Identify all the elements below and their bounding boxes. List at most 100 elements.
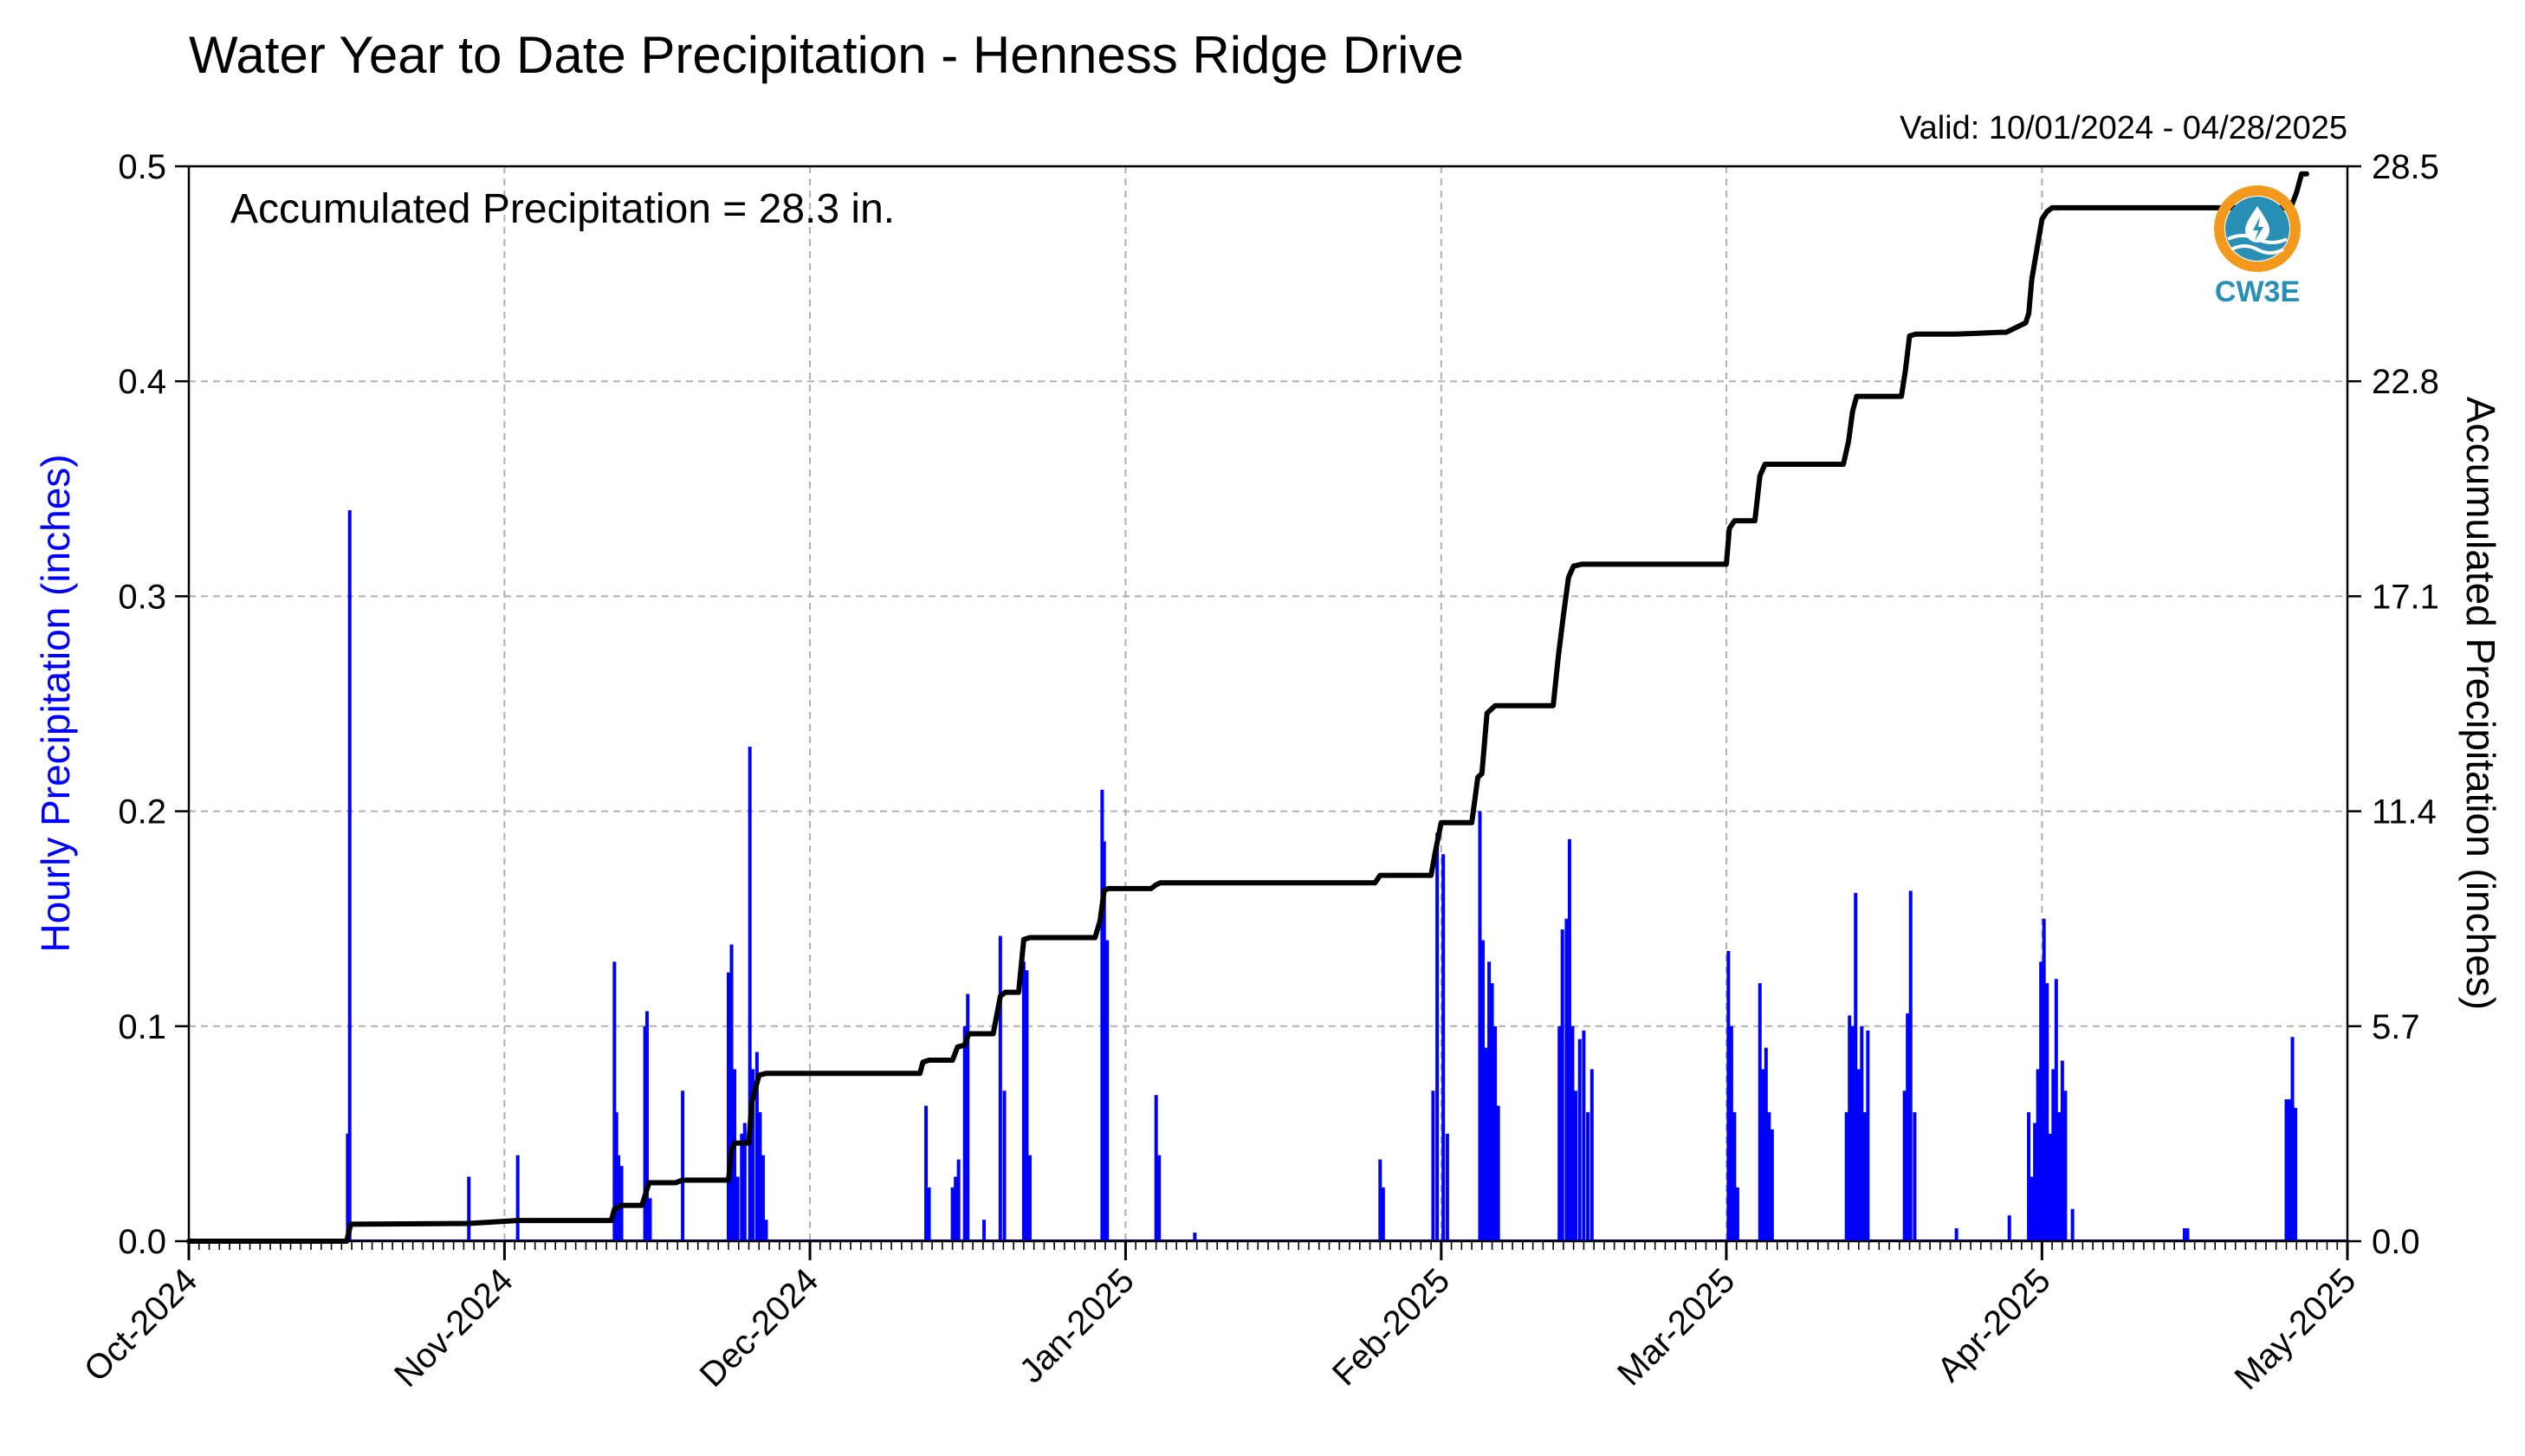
hourly-bar <box>346 1133 350 1241</box>
hourly-bar <box>1157 1155 1162 1241</box>
left-y-tick-label: 0.5 <box>118 148 166 186</box>
hourly-bar <box>1490 983 1494 1241</box>
cw3e-logo: CW3E <box>2214 185 2301 308</box>
hourly-bar <box>927 1187 931 1241</box>
hourly-bar <box>612 961 617 1241</box>
hourly-bar <box>2045 983 2049 1241</box>
hourly-bar <box>2287 1099 2291 1241</box>
hourly-bar <box>644 1011 649 1241</box>
hourly-bar <box>733 1069 737 1241</box>
hourly-bar <box>727 972 730 1241</box>
logo-ring <box>2214 185 2301 272</box>
hourly-bar <box>1441 854 1446 1241</box>
hourly-bar <box>2027 1112 2031 1241</box>
hourly-bar <box>1496 1105 1500 1241</box>
hourly-bar <box>751 1069 755 1241</box>
accumulated-precipitation-line <box>186 171 2309 1244</box>
hourly-bar <box>2182 1228 2186 1241</box>
hourly-bar <box>1577 1039 1582 1241</box>
left-y-axis-label: Hourly Precipitation (inches) <box>33 454 78 952</box>
hourly-bar <box>1866 1030 1870 1241</box>
hourly-bar <box>1484 1047 1488 1241</box>
hourly-bar <box>2070 1208 2075 1241</box>
hourly-bar <box>1154 1095 1158 1241</box>
hourly-bar <box>1770 1129 1774 1241</box>
hourly-bar <box>742 1123 747 1241</box>
hourly-bar <box>681 1090 685 1241</box>
hourly-bar <box>758 1112 762 1241</box>
hourly-bar <box>2057 1112 2062 1241</box>
hourly-bar <box>2048 1133 2052 1241</box>
hourly-bar <box>1582 1030 1586 1241</box>
hourly-bar <box>1726 950 1731 1241</box>
hourly-bar <box>1481 940 1486 1241</box>
hourly-bar <box>982 1220 987 1241</box>
hourly-bar <box>643 1026 647 1241</box>
hourly-bar <box>2063 1090 2068 1241</box>
hourly-bar <box>1860 1026 1864 1241</box>
hourly-bar <box>1570 1026 1575 1241</box>
hourly-bar <box>1586 1112 1590 1241</box>
logo-text: CW3E <box>2215 275 2300 308</box>
hourly-bar <box>2033 1123 2037 1241</box>
chart-title: Water Year to Date Precipitation - Henne… <box>189 26 1464 84</box>
hourly-bar <box>1850 1026 1855 1241</box>
hourly-bar <box>2060 1060 2064 1241</box>
hourly-bar <box>1435 832 1440 1241</box>
right-y-tick-label: 11.4 <box>2372 793 2437 832</box>
hourly-bar <box>467 1176 471 1241</box>
hourly-bar <box>962 1026 967 1241</box>
left-y-tick-label: 0.0 <box>118 1223 166 1261</box>
hourly-bar <box>1735 1187 1739 1241</box>
hourly-bar <box>1906 1013 1910 1241</box>
hourly-bar <box>1431 1090 1435 1241</box>
hourly-bar <box>924 1105 929 1241</box>
hourly-bar <box>1381 1187 1385 1241</box>
right-y-tick-label: 22.8 <box>2372 363 2439 401</box>
left-y-tick-label: 0.4 <box>118 363 166 401</box>
hourly-bar <box>729 944 734 1241</box>
hourly-bar <box>2054 979 2058 1241</box>
hourly-bar <box>1856 1069 1861 1241</box>
hourly-bar <box>1758 983 1762 1241</box>
hourly-bar <box>2039 961 2043 1241</box>
hourly-bar <box>764 1220 768 1241</box>
hourly-bar <box>748 747 752 1241</box>
hourly-bar <box>2030 1176 2034 1241</box>
hourly-bar <box>1002 1090 1007 1241</box>
hourly-bar <box>735 1176 740 1241</box>
right-y-tick-label: 28.5 <box>2372 148 2439 186</box>
hourly-bar <box>1100 789 1104 1241</box>
hourly-bar <box>1102 841 1106 1241</box>
hourly-bar <box>1862 1112 1867 1241</box>
hourly-bar <box>1854 892 1858 1241</box>
hourly-bar <box>966 993 970 1241</box>
hourly-bar <box>1764 1047 1768 1241</box>
left-y-tick-label: 0.2 <box>118 793 166 832</box>
left-y-tick-label: 0.1 <box>118 1008 166 1046</box>
hourly-bar <box>1378 1159 1382 1241</box>
hourly-bar <box>2007 1215 2011 1241</box>
hourly-bar <box>617 1155 621 1241</box>
hourly-bar <box>998 935 1002 1241</box>
hourly-bar <box>2051 1069 2056 1241</box>
hourly-bar <box>1027 1155 1032 1241</box>
valid-date-range: Valid: 10/01/2024 - 04/28/2025 <box>1900 110 2347 146</box>
hourly-bar <box>740 1133 744 1241</box>
right-y-tick-label: 17.1 <box>2372 578 2439 616</box>
accumulated-annotation: Accumulated Precipitation = 28.3 in. <box>230 186 895 232</box>
hourly-bar <box>1908 890 1913 1241</box>
hourly-bar <box>1487 961 1492 1241</box>
hourly-bar <box>2036 1069 2040 1241</box>
grid-lines <box>189 166 2347 1241</box>
hourly-bar <box>1761 1069 1765 1241</box>
hourly-bar <box>754 1052 759 1241</box>
hourly-bar <box>1105 940 1110 1241</box>
hourly-bar <box>1478 811 1482 1241</box>
accumulated-line-layer <box>186 171 2309 1244</box>
hourly-bar <box>1573 1090 1577 1241</box>
hourly-bar <box>956 1159 961 1241</box>
hourly-bar <box>1567 838 1571 1241</box>
right-y-axis-label: Accumulated Precipitation (inches) <box>2458 397 2503 1010</box>
